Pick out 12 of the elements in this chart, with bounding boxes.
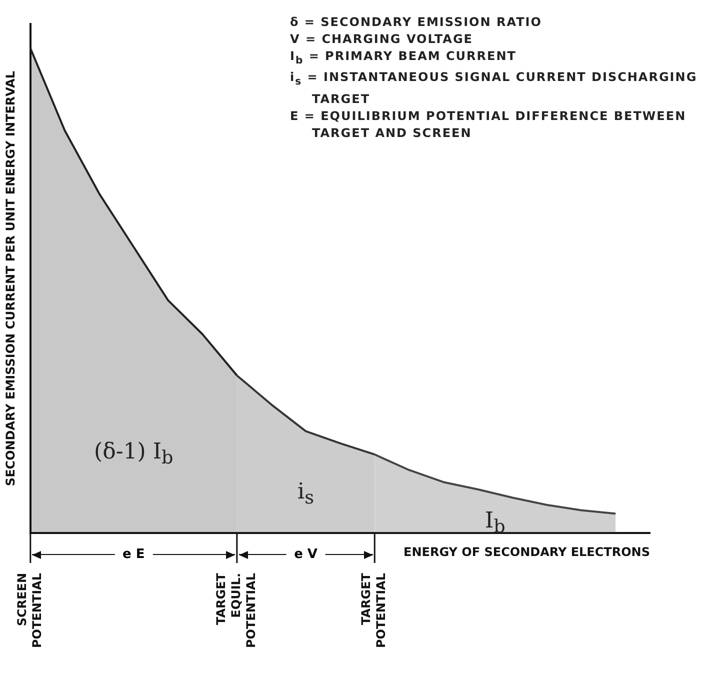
y-axis-title: SECONDARY EMISSION CURRENT PER UNIT ENERGY INTERVAL (3, 70, 18, 486)
text: δ = SECONDARY EMISSION RATIO (290, 14, 543, 31)
x-tick-label: SCREEN POTENTIAL (15, 572, 44, 648)
annotation: I$_{b}$ = PRIMARY BEAM CURRENT (290, 48, 518, 68)
x-tick-label: TARGET POTENTIAL (359, 572, 388, 648)
x-axis-title: ENERGY OF SECONDARY ELECTRONS (404, 545, 650, 560)
x-tick-label: TARGET EQUIL. POTENTIAL (214, 572, 258, 648)
text: V = CHARGING VOLTAGE (290, 31, 474, 48)
annotation: E = EQUILIBRIUM POTENTIAL DIFFERENCE BETWEEN TARGET AND SCREEN (290, 108, 688, 142)
series-label: i$_{s}$ (298, 479, 314, 508)
series-label: (δ-1) I$_{b}$ (94, 440, 174, 469)
annotation: i$_{s}$ = INSTANTANEOUS SIGNAL CURRENT DISCHARGING TARGET (290, 69, 698, 108)
